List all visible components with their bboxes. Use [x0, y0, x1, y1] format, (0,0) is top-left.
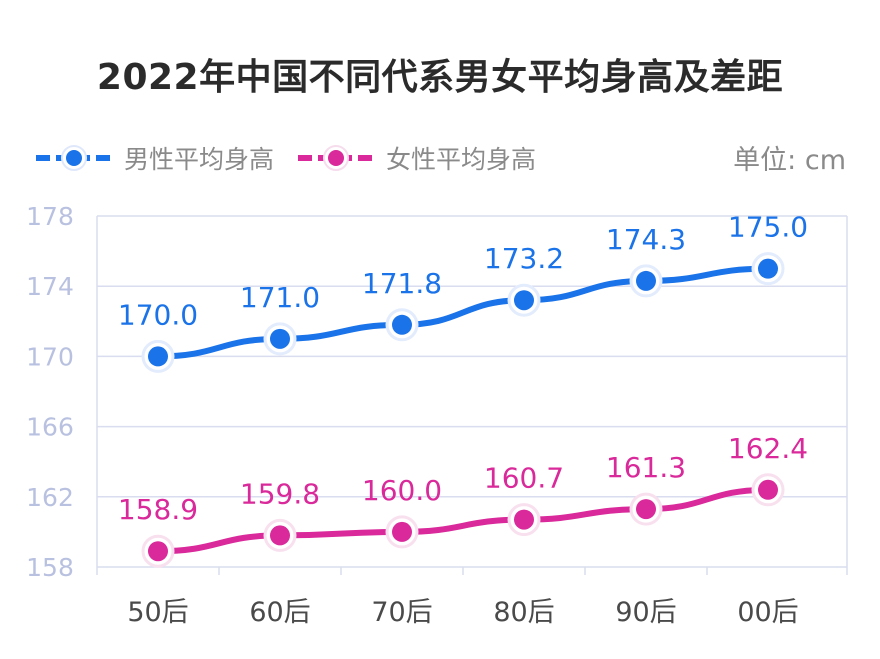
data-label: 174.3: [606, 223, 686, 256]
data-label: 160.0: [362, 474, 442, 507]
y-tick-label: 158: [26, 553, 74, 582]
x-tick-label: 80后: [493, 597, 554, 628]
legend-label-male: 男性平均身高: [124, 145, 275, 174]
data-point: [392, 521, 412, 542]
data-label: 173.2: [484, 242, 564, 275]
y-tick-label: 166: [26, 413, 74, 442]
data-label: 162.4: [728, 432, 808, 465]
y-tick-label: 174: [26, 272, 74, 301]
unit-label: 单位: cm: [733, 145, 846, 176]
data-label: 158.9: [118, 493, 198, 526]
data-point: [636, 270, 656, 291]
data-point: [270, 328, 290, 349]
y-tick-label: 162: [26, 483, 74, 512]
x-tick-label: 00后: [737, 597, 798, 628]
legend-swatch-male: [36, 145, 112, 171]
data-point: [270, 525, 290, 546]
data-label: 160.7: [484, 462, 564, 495]
data-point: [148, 346, 168, 367]
data-point: [148, 541, 168, 562]
data-point: [514, 509, 534, 530]
x-tick-label: 90后: [615, 597, 676, 628]
series-line-female: [155, 486, 771, 555]
data-point: [636, 499, 656, 520]
legend-swatch-female: [298, 145, 375, 171]
y-tick-label: 178: [26, 202, 74, 231]
legend-label-female: 女性平均身高: [386, 145, 537, 174]
legend: 男性平均身高 女性平均身高: [34, 136, 558, 180]
legend-item-female: 女性平均身高: [296, 140, 536, 176]
data-label: 161.3: [606, 451, 686, 484]
x-tick-label: 60后: [249, 597, 310, 628]
data-point: [758, 479, 778, 500]
data-label: 171.0: [240, 281, 320, 314]
chart-title: 2022年中国不同代系男女平均身高及差距: [96, 57, 784, 98]
data-point: [758, 258, 778, 279]
data-point: [514, 290, 534, 311]
data-label: 170.0: [118, 298, 198, 331]
y-tick-label: 170: [26, 342, 74, 371]
x-tick-label: 70后: [371, 597, 432, 628]
x-tick-label: 50后: [127, 597, 188, 628]
data-label: 159.8: [240, 477, 320, 510]
data-point: [392, 314, 412, 335]
data-label: 171.8: [362, 267, 442, 300]
data-label: 175.0: [728, 211, 808, 244]
legend-item-male: 男性平均身高: [34, 140, 274, 176]
